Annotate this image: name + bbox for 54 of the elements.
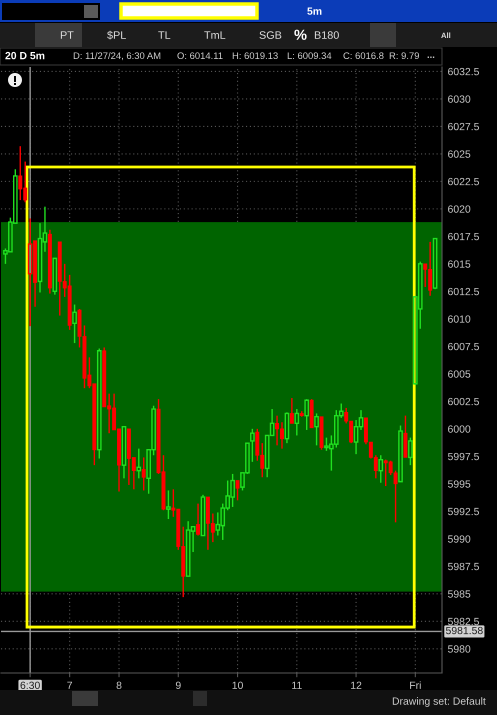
candlestick xyxy=(378,454,384,484)
candlestick xyxy=(142,456,146,492)
text: TL xyxy=(158,31,170,39)
text: L: 6009.34 xyxy=(288,52,332,60)
text: D: 11/27/24, 6:30 AM xyxy=(74,52,160,60)
y-tick-label: 5997.5 xyxy=(448,452,479,460)
x-tick-label: 11 xyxy=(292,682,302,689)
candlestick xyxy=(166,490,171,520)
y-tick-label: 6012.5 xyxy=(448,288,479,296)
candlestick xyxy=(136,448,142,480)
text: O: 6014.11 xyxy=(177,52,223,60)
y-tick-label: 6007.5 xyxy=(448,342,479,350)
x-tick-label: 6:30 xyxy=(20,682,40,689)
x-tick-label: 12 xyxy=(351,682,362,689)
x-tick-label: 10 xyxy=(232,682,243,689)
chart-title: 20 D 5m xyxy=(5,52,44,60)
text: SGB xyxy=(259,31,282,39)
y-tick-label: 6020 xyxy=(448,205,470,213)
y-tick-label: 5992.5 xyxy=(448,508,479,516)
text: Drawing set: Default xyxy=(392,697,486,707)
y-tick-label: 5980 xyxy=(448,645,470,653)
y-tick-label: 6025 xyxy=(448,150,470,158)
y-tick-label: 5982.5 xyxy=(448,618,479,626)
candlestick xyxy=(72,304,77,344)
text: B180 xyxy=(314,31,339,39)
text: ... xyxy=(428,56,434,58)
y-tick-label: 6002.5 xyxy=(448,398,479,406)
y-tick-label: 6000 xyxy=(448,425,470,433)
y-tick-label: 6005 xyxy=(448,370,470,378)
y-tick-label: 6017.5 xyxy=(448,232,479,240)
y-tick-label: 5995 xyxy=(448,480,470,488)
y-tick-label: 6010 xyxy=(448,315,470,323)
y-tick-label: 6027.5 xyxy=(448,122,479,130)
ref-line-label: 5981.58 xyxy=(446,626,483,634)
text: 5m xyxy=(307,8,322,15)
text: TmL xyxy=(204,31,226,39)
text: H: 6019.13 xyxy=(232,52,278,60)
x-tick-label: Fri xyxy=(410,681,421,689)
text: % xyxy=(294,30,307,40)
x-tick-label: 8 xyxy=(116,682,122,689)
y-tick-label: 6015 xyxy=(448,260,470,268)
x-tick-label: 9 xyxy=(176,682,181,689)
text: R: 9.79 xyxy=(390,52,419,60)
y-tick-label: 6022.5 xyxy=(448,178,479,186)
y-tick-label: 5987.5 xyxy=(448,562,479,570)
text: $PL xyxy=(107,30,126,40)
y-tick-label: 6032.5 xyxy=(448,68,479,76)
y-tick-label: 5985 xyxy=(448,590,470,598)
candlestick xyxy=(48,229,52,294)
text: C: 6016.8 xyxy=(343,52,384,60)
y-tick-label: 6030 xyxy=(448,95,470,103)
y-tick-label: 5990 xyxy=(448,535,470,543)
x-tick-label: 7 xyxy=(67,682,72,689)
text: PT xyxy=(60,31,74,39)
